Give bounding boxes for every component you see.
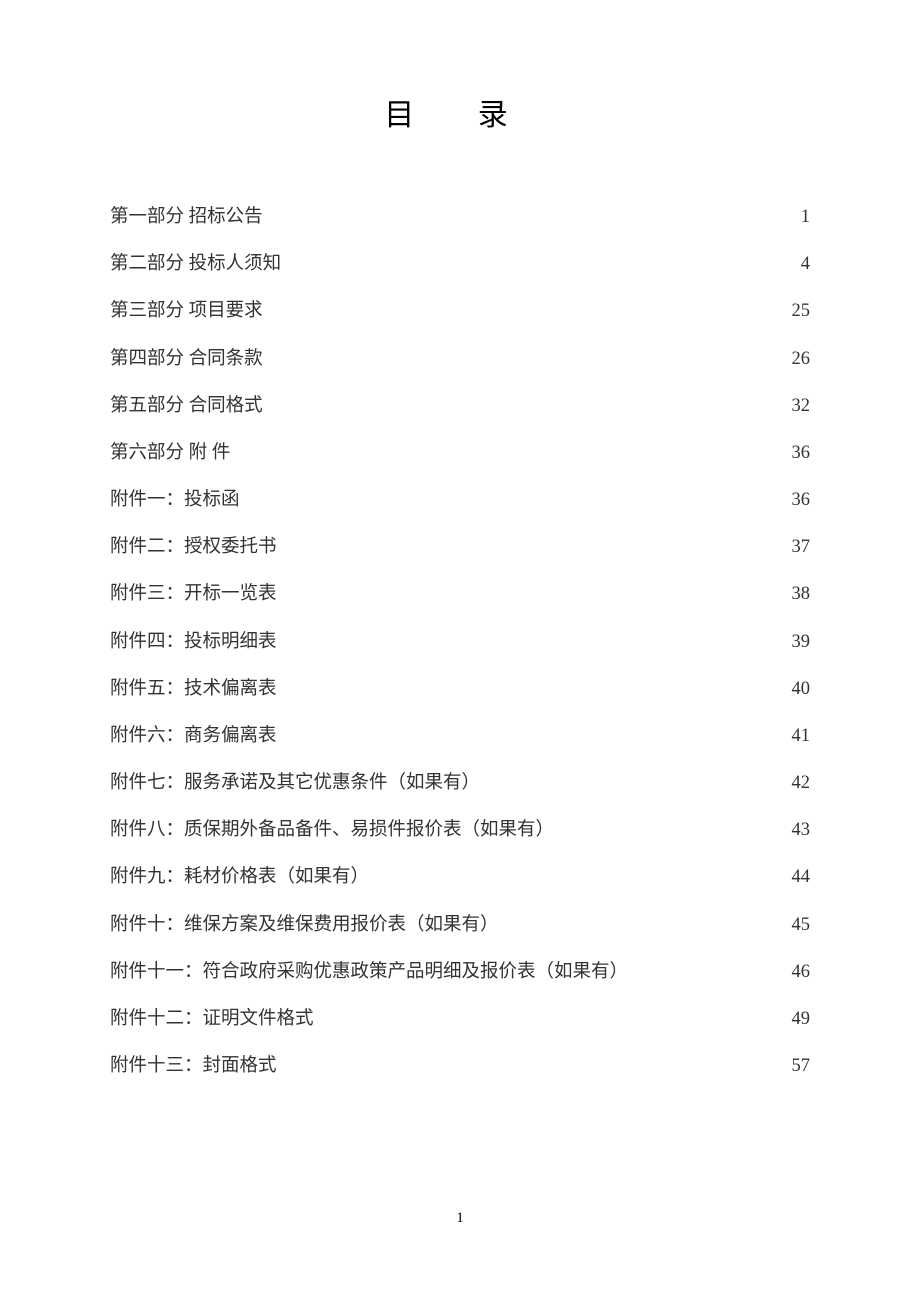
toc-item-page: 45 [792,902,811,949]
toc-item-page: 1 [801,194,810,241]
toc-item-label: 附件一：投标函 [110,477,240,524]
toc-item-label: 第一部分 招标公告 [110,194,263,241]
toc-item-page: 32 [792,383,811,430]
toc-item: 附件五：技术偏离表 40 [110,666,810,713]
toc-item-page: 41 [792,713,811,760]
toc-item: 第二部分 投标人须知 4 [110,241,810,288]
toc-item: 附件十三：封面格式 57 [110,1043,810,1090]
toc-item-label: 附件九：耗材价格表（如果有） [110,854,369,901]
toc-item: 第五部分 合同格式 32 [110,383,810,430]
toc-item-label: 附件十二：证明文件格式 [110,996,314,1043]
toc-item: 附件七：服务承诺及其它优惠条件（如果有） 42 [110,760,810,807]
toc-item: 附件三：开标一览表 38 [110,571,810,618]
toc-item-label: 附件十一：符合政府采购优惠政策产品明细及报价表（如果有） [110,949,628,996]
toc-item-page: 36 [792,477,811,524]
toc-item: 附件六：商务偏离表 41 [110,713,810,760]
toc-item-label: 第三部分 项目要求 [110,288,263,335]
toc-item-page: 57 [792,1043,811,1090]
toc-item: 第四部分 合同条款 26 [110,336,810,383]
toc-item-label: 附件十三：封面格式 [110,1043,277,1090]
toc-item-label: 附件七：服务承诺及其它优惠条件（如果有） [110,760,480,807]
toc-item-page: 43 [792,807,811,854]
toc-item-page: 38 [792,571,811,618]
toc-item-label: 第五部分 合同格式 [110,383,263,430]
toc-item: 附件四：投标明细表 39 [110,619,810,666]
page-number: 1 [0,1210,920,1227]
toc-item: 第三部分 项目要求 25 [110,288,810,335]
toc-item-label: 第二部分 投标人须知 [110,241,281,288]
toc-item-page: 36 [792,430,811,477]
toc-item-page: 25 [792,288,811,335]
toc-item-label: 附件十：维保方案及维保费用报价表（如果有） [110,902,499,949]
toc-item: 附件一：投标函 36 [110,477,810,524]
toc-item: 附件八：质保期外备品备件、易损件报价表（如果有） 43 [110,807,810,854]
toc-item: 附件九：耗材价格表（如果有） 44 [110,854,810,901]
toc-item: 附件十：维保方案及维保费用报价表（如果有） 45 [110,902,810,949]
toc-item: 附件十一：符合政府采购优惠政策产品明细及报价表（如果有） 46 [110,949,810,996]
toc-item: 附件十二：证明文件格式 49 [110,996,810,1043]
toc-item-label: 附件四：投标明细表 [110,619,277,666]
toc-item-label: 附件三：开标一览表 [110,571,277,618]
toc-item-page: 46 [792,949,811,996]
toc-item-page: 26 [792,336,811,383]
toc-item-page: 49 [792,996,811,1043]
toc-item-page: 39 [792,619,811,666]
toc-item-label: 附件八：质保期外备品备件、易损件报价表（如果有） [110,807,554,854]
toc-item-page: 42 [792,760,811,807]
toc-item-label: 第四部分 合同条款 [110,336,263,383]
toc-item-page: 40 [792,666,811,713]
toc-list: 第一部分 招标公告1第二部分 投标人须知4第三部分 项目要求25第四部分 合同条… [110,194,810,1090]
toc-item-label: 第六部分 附 件 [110,430,230,477]
toc-item-page: 37 [792,524,811,571]
toc-item: 附件二：授权委托书 37 [110,524,810,571]
page-title: 目 录 [110,90,810,134]
toc-item-label: 附件二：授权委托书 [110,524,277,571]
toc-item-label: 附件六：商务偏离表 [110,713,277,760]
toc-item-page: 4 [801,241,810,288]
document-page: 目 录 第一部分 招标公告1第二部分 投标人须知4第三部分 项目要求25第四部分… [0,0,920,1150]
toc-item-page: 44 [792,854,811,901]
toc-item: 第六部分 附 件 36 [110,430,810,477]
toc-item-label: 附件五：技术偏离表 [110,666,277,713]
toc-item: 第一部分 招标公告 1 [110,194,810,241]
